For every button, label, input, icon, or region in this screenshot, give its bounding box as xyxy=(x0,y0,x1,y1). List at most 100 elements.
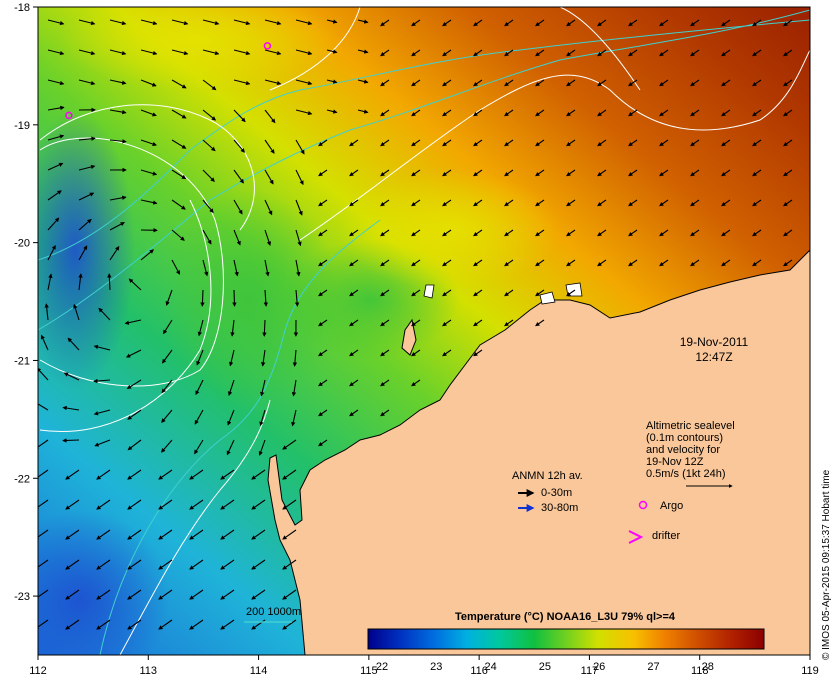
velocity-arrow xyxy=(659,259,669,267)
velocity-arrow xyxy=(349,289,359,297)
velocity-arrow xyxy=(783,139,793,147)
velocity-arrow xyxy=(93,344,111,351)
velocity-arrow xyxy=(783,19,793,27)
x-tick-label: 113 xyxy=(140,665,158,677)
velocity-arrow xyxy=(535,289,545,297)
velocity-arrow xyxy=(158,469,173,480)
altimetry-line-1: Altimetric sealevel xyxy=(646,420,735,432)
velocity-arrow xyxy=(109,139,127,144)
velocity-arrow xyxy=(189,619,204,630)
velocity-arrow xyxy=(752,229,762,237)
velocity-vectors xyxy=(38,19,793,630)
velocity-arrow xyxy=(161,349,173,364)
velocity-arrow xyxy=(38,589,49,600)
velocity-arrow xyxy=(535,139,545,147)
velocity-arrow xyxy=(783,49,793,57)
velocity-arrow xyxy=(411,289,421,297)
velocity-arrow xyxy=(721,259,731,267)
velocity-arrow xyxy=(349,409,359,417)
velocity-arrow xyxy=(566,199,576,207)
velocity-arrow xyxy=(47,134,65,141)
velocity-arrow xyxy=(233,199,243,215)
colorbar: Temperature (°C) NOAA16_L3U 79% ql>=4 22… xyxy=(367,611,765,673)
velocity-arrow xyxy=(535,259,545,267)
velocity-arrow xyxy=(194,409,204,425)
velocity-arrow xyxy=(65,469,80,480)
velocity-arrow xyxy=(96,619,111,630)
velocity-arrow xyxy=(628,199,638,207)
velocity-arrow xyxy=(202,229,212,245)
velocity-arrow xyxy=(349,319,359,327)
velocity-arrow xyxy=(295,19,313,26)
velocity-arrow xyxy=(189,589,204,600)
velocity-arrow xyxy=(380,49,390,57)
velocity-arrow xyxy=(264,199,273,216)
velocity-arrow xyxy=(47,162,64,171)
velocity-arrow xyxy=(251,499,266,510)
anmn-deep-label: 30-80m xyxy=(541,502,578,514)
velocity-arrow xyxy=(96,529,111,540)
velocity-arrow xyxy=(295,49,313,56)
velocity-arrow xyxy=(292,349,298,367)
velocity-arrow xyxy=(109,79,127,85)
velocity-arrow xyxy=(47,273,53,291)
velocity-arrow xyxy=(65,499,80,510)
velocity-arrow xyxy=(78,164,96,171)
x-tick-label: 114 xyxy=(250,665,268,677)
altimetry-line-5: 0.5m/s (1kt 24h) xyxy=(646,468,725,480)
velocity-arrow xyxy=(38,469,49,480)
velocity-arrow xyxy=(380,109,390,117)
velocity-arrow xyxy=(109,109,127,115)
velocity-arrow xyxy=(504,229,514,237)
velocity-arrow xyxy=(158,499,173,510)
velocity-arrow xyxy=(659,109,669,117)
velocity-arrow xyxy=(659,139,669,147)
velocity-arrow xyxy=(189,529,204,540)
velocity-arrow xyxy=(291,409,297,427)
velocity-arrow xyxy=(220,529,235,540)
velocity-arrow xyxy=(690,19,700,27)
velocity-arrow xyxy=(535,49,545,57)
velocity-arrow xyxy=(171,139,187,149)
altimetry-note: Altimetric sealevel (0.1m contours) and … xyxy=(646,420,735,488)
velocity-arrow xyxy=(752,109,762,117)
velocity-arrow xyxy=(98,307,111,321)
velocity-arrow xyxy=(442,139,452,147)
velocity-arrow xyxy=(628,229,638,237)
velocity-arrow xyxy=(264,259,270,277)
isobath-legend: 200 1000m xyxy=(244,606,301,623)
velocity-arrow xyxy=(294,289,300,307)
velocity-arrow xyxy=(202,49,220,56)
velocity-arrow xyxy=(357,79,369,84)
colorbar-label: 23 xyxy=(430,661,442,673)
velocity-arrow xyxy=(78,192,95,201)
velocity-arrow xyxy=(220,499,235,510)
velocity-arrow xyxy=(200,289,205,307)
velocity-arrow xyxy=(380,139,390,147)
velocity-arrow xyxy=(96,469,111,480)
velocity-arrow xyxy=(690,259,700,267)
velocity-arrow xyxy=(171,19,189,26)
velocity-arrow xyxy=(65,589,80,600)
velocity-arrow xyxy=(202,139,216,152)
velocity-arrow xyxy=(721,169,731,177)
velocity-arrow xyxy=(258,439,266,456)
velocity-arrow xyxy=(127,499,142,510)
velocity-arrow xyxy=(597,49,607,57)
time-label: 12:47Z xyxy=(695,350,732,364)
velocity-arrow xyxy=(171,169,187,180)
velocity-arrow xyxy=(597,139,607,147)
velocity-arrow xyxy=(78,218,92,231)
velocity-arrow xyxy=(326,79,338,84)
velocity-arrow xyxy=(109,195,127,201)
x-tick-label: 115 xyxy=(360,665,378,677)
velocity-arrow xyxy=(349,169,359,177)
velocity-arrow xyxy=(597,109,607,117)
velocity-arrow xyxy=(233,139,245,153)
velocity-arrow xyxy=(349,229,359,237)
velocity-arrow xyxy=(690,199,700,207)
velocity-arrow xyxy=(752,79,762,87)
velocity-arrow xyxy=(442,229,452,237)
velocity-arrow xyxy=(566,259,576,267)
velocity-arrow xyxy=(38,439,49,450)
